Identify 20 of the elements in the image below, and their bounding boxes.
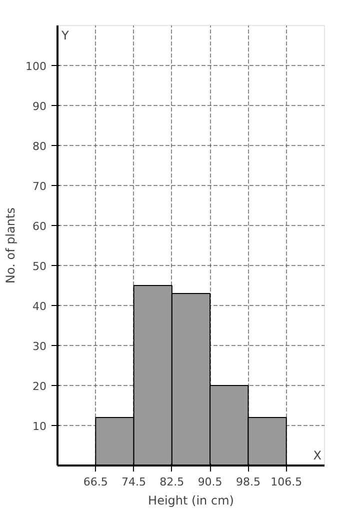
x-axis-title: Height (in cm) [148,494,234,508]
annotation: X [313,448,322,462]
y-tick-label: 70 [32,180,47,193]
y-tick-label: 60 [32,220,47,233]
x-tick-label: 82.5 [160,476,184,488]
y-tick-label: 30 [32,340,47,353]
x-tick-label: 66.5 [83,476,108,488]
y-tick-label: 80 [32,140,47,153]
x-tick-label: 90.5 [198,476,222,488]
x-tick-label: 98.5 [236,476,260,488]
y-axis-title: No. of plants [4,208,18,284]
y-tick-label: 50 [32,260,47,273]
x-tick-label: 74.5 [122,476,146,488]
y-tick-label: 10 [32,420,47,433]
y-tick-label: 90 [32,100,47,113]
annotation: Y [60,28,70,42]
x-tick-label: 106.5 [270,476,302,488]
y-tick-label: 20 [32,380,47,393]
y-tick-label: 100 [26,60,47,73]
y-tick-label: 40 [32,300,47,313]
